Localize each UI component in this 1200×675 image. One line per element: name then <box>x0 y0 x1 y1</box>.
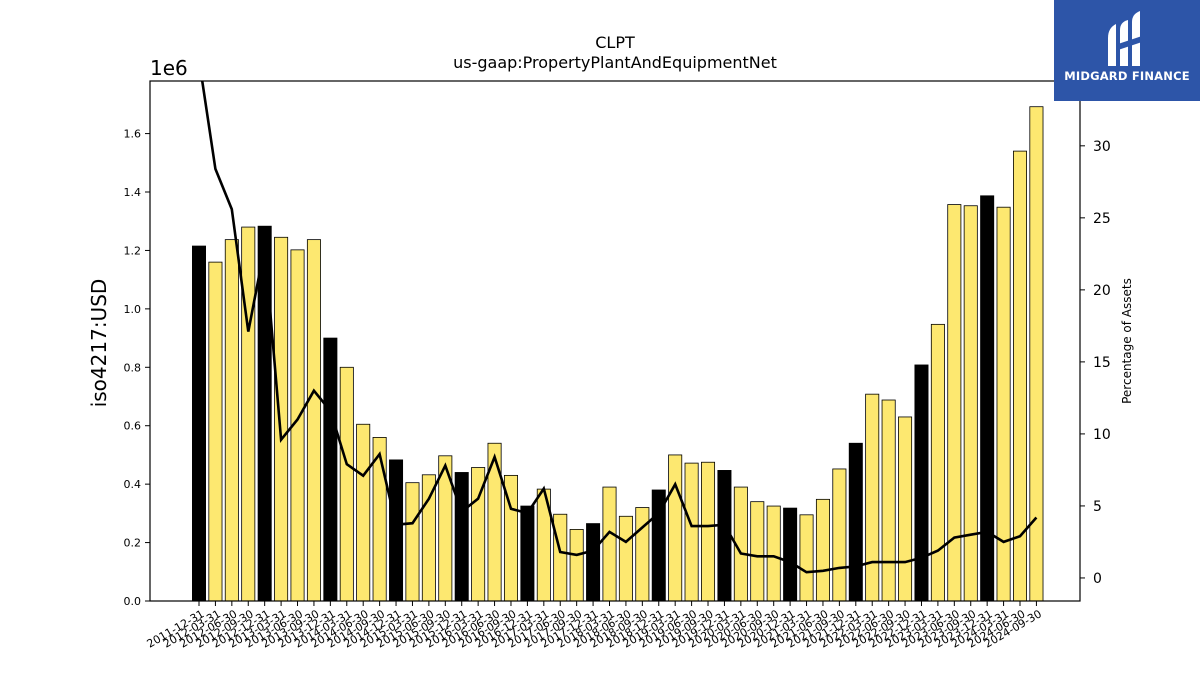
y2-axis-label: Percentage of Assets <box>1120 278 1134 404</box>
bar-2012-09-30 <box>241 226 256 602</box>
y2-tick-label: 5 <box>1093 499 1102 515</box>
bar-2020-06-30 <box>750 501 765 602</box>
y-tick-label: 0.8 <box>124 361 142 374</box>
bar-2021-12-31 <box>848 442 863 602</box>
bar-2019-09-30 <box>701 461 716 602</box>
y-offset-label: 1e6 <box>150 56 188 80</box>
bar-2018-09-30 <box>635 507 650 602</box>
bar-2023-09-30 <box>963 205 978 602</box>
bar-2024-06-30 <box>1013 150 1028 602</box>
midgard-finance-logo: MIDGARD FINANCE <box>1054 0 1200 101</box>
bar-2022-09-30 <box>898 416 913 602</box>
x-ticks: 2011-12-312012-03-312012-06-302012-09-30… <box>145 601 1044 651</box>
bar-2020-12-31 <box>783 507 798 602</box>
chart-subtitle: us-gaap:PropertyPlantAndEquipmentNet <box>453 53 777 72</box>
y-tick-label: 1.2 <box>124 244 142 257</box>
bar-2023-12-31 <box>980 195 995 602</box>
bar-2013-12-31 <box>323 337 338 602</box>
percentage-of-assets-line <box>200 81 1038 574</box>
bar-2013-03-31 <box>274 236 289 602</box>
y-tick-label: 0.0 <box>124 595 142 608</box>
bar-2012-06-30 <box>224 239 239 602</box>
bar-2022-12-31 <box>914 364 929 602</box>
bar-2020-09-30 <box>766 505 781 602</box>
bar-2019-12-31 <box>717 470 732 602</box>
logo-mark-icon <box>1108 11 1142 66</box>
bar-2022-06-30 <box>881 399 896 602</box>
bar-2017-12-31 <box>586 523 601 602</box>
chart-title: CLPT <box>595 33 635 52</box>
bar-2021-03-31 <box>799 514 814 602</box>
bar-2017-09-30 <box>569 529 584 602</box>
y2-tick-label: 20 <box>1093 283 1111 299</box>
bar-2014-06-30 <box>356 423 371 602</box>
y-tick-label: 1.6 <box>124 128 142 141</box>
bar-2018-06-30 <box>618 515 633 602</box>
bar-2021-09-30 <box>832 468 847 602</box>
bar-2017-06-30 <box>553 513 568 602</box>
bar-2015-06-30 <box>421 474 436 602</box>
y2-tick-label: 10 <box>1093 427 1111 443</box>
bar-2011-12-31 <box>191 245 206 602</box>
logo-wordmark: MIDGARD FINANCE <box>1064 69 1190 83</box>
bar-2022-03-31 <box>865 393 880 602</box>
bar-2014-03-31 <box>339 366 354 602</box>
bar-2013-09-30 <box>306 239 321 602</box>
y-tick-label: 0.6 <box>124 420 142 433</box>
bar-2015-12-31 <box>454 472 469 602</box>
y-tick-label: 0.4 <box>124 478 142 491</box>
y2-tick-label: 30 <box>1093 139 1111 155</box>
y-tick-label: 0.2 <box>124 537 142 550</box>
y2-tick-label: 25 <box>1093 211 1111 227</box>
y-axis-label: iso4217:USD <box>87 279 111 408</box>
percentage-line <box>200 81 1038 574</box>
y-tick-label: 1.0 <box>124 303 142 316</box>
bar-2012-03-31 <box>208 261 223 602</box>
y-ticks: 0.0 0.2 0.4 0.6 0.8 1.0 1.2 1.4 1.6 <box>124 128 150 608</box>
bar-series <box>191 106 1044 602</box>
bar-2014-12-31 <box>389 459 404 602</box>
y-tick-label: 1.4 <box>124 186 142 199</box>
bar-2015-03-31 <box>405 482 420 602</box>
plot-frame <box>149 80 1081 602</box>
y2-tick-label: 15 <box>1093 355 1111 371</box>
bar-2019-03-31 <box>668 454 683 602</box>
bar-2024-09-30 <box>1029 106 1044 602</box>
bar-2016-12-31 <box>520 505 535 602</box>
bar-2012-12-31 <box>257 225 272 602</box>
bar-2019-06-30 <box>684 462 699 602</box>
bar-2021-06-30 <box>815 498 830 602</box>
y2-tick-label: 0 <box>1093 571 1102 587</box>
y2-ticks: 0 5 10 15 20 25 30 <box>1080 139 1111 587</box>
bar-2023-03-31 <box>930 323 945 602</box>
bar-2018-03-31 <box>602 486 617 602</box>
